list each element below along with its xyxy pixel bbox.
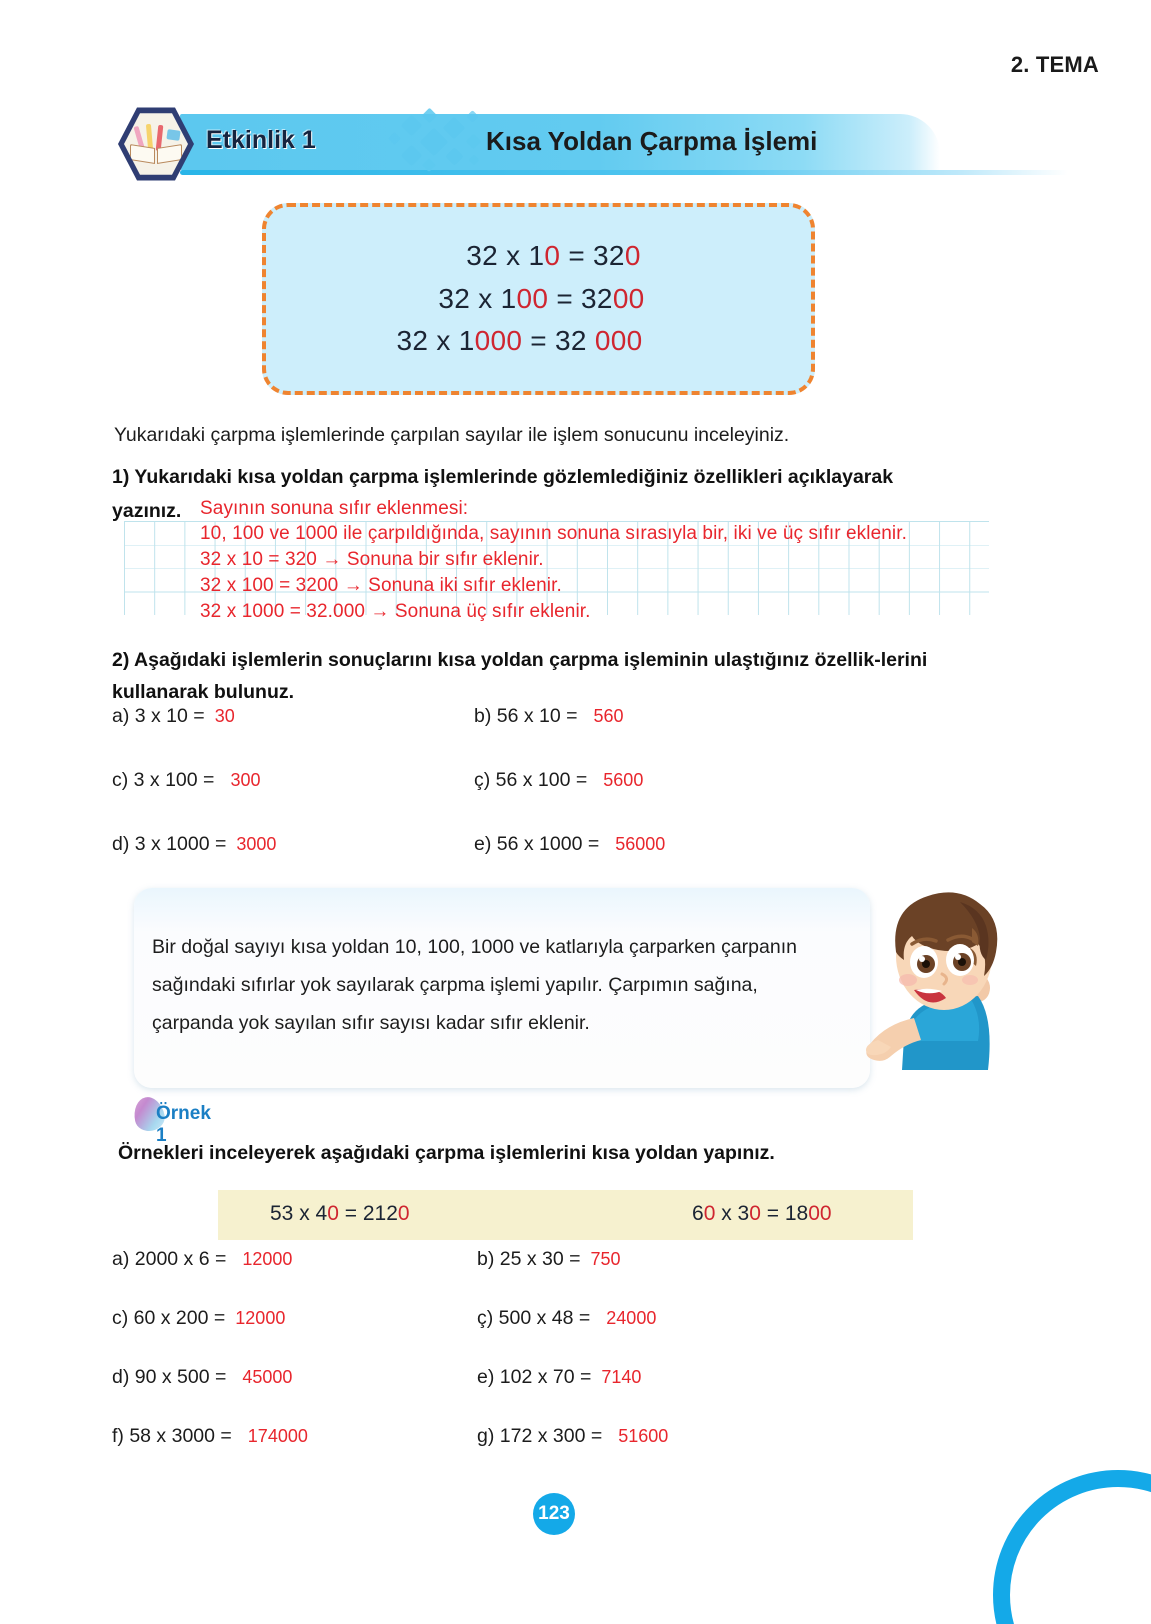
exercise-label: e) 56 x 1000 = (474, 833, 600, 855)
exercise-answer: 300 (230, 770, 261, 790)
formula-line-3: 32 x 1000 = 32 000 (396, 325, 643, 357)
exercise-answer: 5600 (603, 770, 644, 790)
exercise-label: ç) 500 x 48 = (477, 1307, 591, 1329)
question-2-exercise-list: a) 3 x 10 = 30 b) 56 x 10 = 560 c) 3 x 100… (112, 705, 902, 897)
diamond-decoration-icon (384, 107, 494, 176)
activity-label: Etkinlik 1 (206, 126, 316, 154)
exercise-row: c) 60 x 200 = 12000 ç) 500 x 48 = 24000 (112, 1307, 902, 1366)
exercise-label: d) 3 x 1000 = (112, 833, 227, 855)
exercise-answer: 51600 (618, 1426, 669, 1446)
exercise-answer: 12000 (235, 1308, 286, 1328)
activity-banner: Etkinlik 1 Kısa Yoldan Çarpma İşlemi (118, 106, 1068, 181)
exercise-item: a) 3 x 10 = 30 (112, 705, 235, 728)
example-2: 60 x 30 = 1800 (692, 1202, 832, 1225)
info-callout-text: Bir doğal sayıyı kısa yoldan 10, 100, 10… (152, 936, 797, 1035)
formula-box: 32 x 10 = 320 32 x 100 = 3200 32 x 1000 … (262, 203, 815, 395)
handwritten-line: 32 x 1000 = 32.000 → Sonuna üç sıfır ekl… (200, 601, 591, 622)
example-strip: 53 x 40 = 2120 60 x 30 = 1800 (218, 1190, 913, 1240)
intro-text: Yukarıdaki çarpma işlemlerinde çarpılan … (114, 424, 790, 446)
exercise-answer: 24000 (606, 1308, 657, 1328)
exercise-item: c) 3 x 100 = 300 (112, 769, 260, 792)
exercise-label: d) 90 x 500 = (112, 1366, 227, 1388)
book-pencils-icon (118, 107, 194, 181)
exercise-item: b) 25 x 30 = 750 (477, 1248, 621, 1271)
handwritten-line: 32 x 100 = 3200 → Sonuna iki sıfır eklen… (200, 575, 562, 596)
exercise-row: d) 3 x 1000 = 3000 e) 56 x 1000 = 56000 (112, 833, 902, 897)
exercise-row: c) 3 x 100 = 300 ç) 56 x 100 = 5600 (112, 769, 902, 833)
question-2-text: 2) Aşağıdaki işlemlerin sonuçlarını kısa… (112, 649, 928, 703)
handwritten-line: 10, 100 ve 1000 ile çarpıldığında, sayın… (200, 523, 908, 544)
exercise-row: f) 58 x 3000 = 174000 g) 172 x 300 = 51600 (112, 1425, 902, 1484)
page-number: 123 (533, 1493, 575, 1535)
exercise-label: f) 58 x 3000 = (112, 1425, 232, 1447)
question-1-text: 1) Yukarıdaki kısa yoldan çarpma işlemle… (112, 466, 894, 488)
formula-line-2: 32 x 100 = 3200 (438, 282, 645, 314)
exercise-answer: 560 (593, 706, 624, 726)
handwritten-line: 32 x 10 = 320 → Sonuna bir sıfır eklenir… (200, 549, 544, 570)
exercise-label: e) 102 x 70 = (477, 1366, 592, 1388)
banner-title: Kısa Yoldan Çarpma İşlemi (486, 126, 818, 156)
exercise-row: d) 90 x 500 = 45000 e) 102 x 70 = 7140 (112, 1366, 902, 1425)
exercise-answer: 174000 (247, 1426, 308, 1446)
exercise-row: a) 2000 x 6 = 12000 b) 25 x 30 = 750 (112, 1248, 902, 1307)
corner-arc-decoration (993, 1470, 1151, 1624)
exercise-answer: 3000 (236, 834, 277, 854)
exercise-answer: 7140 (601, 1367, 642, 1387)
exercise-row: a) 3 x 10 = 30 b) 56 x 10 = 560 (112, 705, 902, 769)
exercise-label: a) 3 x 10 = (112, 705, 205, 727)
banner-bar (180, 114, 940, 170)
exercise-label: b) 25 x 30 = (477, 1248, 581, 1270)
example-1: 53 x 40 = 2120 (270, 1202, 410, 1225)
exercise-answer: 56000 (615, 834, 666, 854)
exercise-item: a) 2000 x 6 = 12000 (112, 1248, 292, 1271)
ornek-instruction: Örnekleri inceleyerek aşağıdaki çarpma i… (118, 1142, 775, 1164)
theme-label: 2. TEMA (1010, 52, 1099, 77)
ornek-label: Örnek 1 (156, 1103, 211, 1146)
answer-grid[interactable] (124, 521, 989, 615)
exercise-item: e) 56 x 1000 = 56000 (474, 833, 665, 856)
exercise-item: f) 58 x 3000 = 174000 (112, 1425, 308, 1448)
banner-underline (180, 170, 1068, 175)
exercise-label: b) 56 x 10 = (474, 705, 578, 727)
exercise-label: g) 172 x 300 = (477, 1425, 603, 1447)
exercise-label: ç) 56 x 100 = (474, 769, 588, 791)
exercise-item: d) 90 x 500 = 45000 (112, 1366, 292, 1389)
formula-line-1: 32 x 10 = 320 (466, 240, 641, 272)
exercise-item: d) 3 x 1000 = 3000 (112, 833, 276, 856)
exercise-answer: 12000 (242, 1249, 293, 1269)
exercise-item: ç) 500 x 48 = 24000 (477, 1307, 656, 1330)
info-callout: Bir doğal sayıyı kısa yoldan 10, 100, 10… (134, 888, 870, 1088)
exercise-label: c) 3 x 100 = (112, 769, 215, 791)
boy-pointing-icon (866, 892, 998, 1070)
exercise-answer: 45000 (242, 1367, 293, 1387)
handwritten-line: Sayının sonuna sıfır eklenmesi: (200, 498, 469, 519)
exercise-label: a) 2000 x 6 = (112, 1248, 227, 1270)
exercise-item: g) 172 x 300 = 51600 (477, 1425, 668, 1448)
exercise-answer: 750 (590, 1249, 621, 1269)
ornek-exercise-list: a) 2000 x 6 = 12000 b) 25 x 30 = 750 c) 60… (112, 1248, 902, 1484)
exercise-item: ç) 56 x 100 = 5600 (474, 769, 643, 792)
exercise-answer: 30 (214, 706, 235, 726)
exercise-label: c) 60 x 200 = (112, 1307, 226, 1329)
exercise-item: b) 56 x 10 = 560 (474, 705, 624, 728)
question-1-text-tail: yazınız. (112, 500, 182, 522)
exercise-item: e) 102 x 70 = 7140 (477, 1366, 641, 1389)
exercise-item: c) 60 x 200 = 12000 (112, 1307, 285, 1330)
